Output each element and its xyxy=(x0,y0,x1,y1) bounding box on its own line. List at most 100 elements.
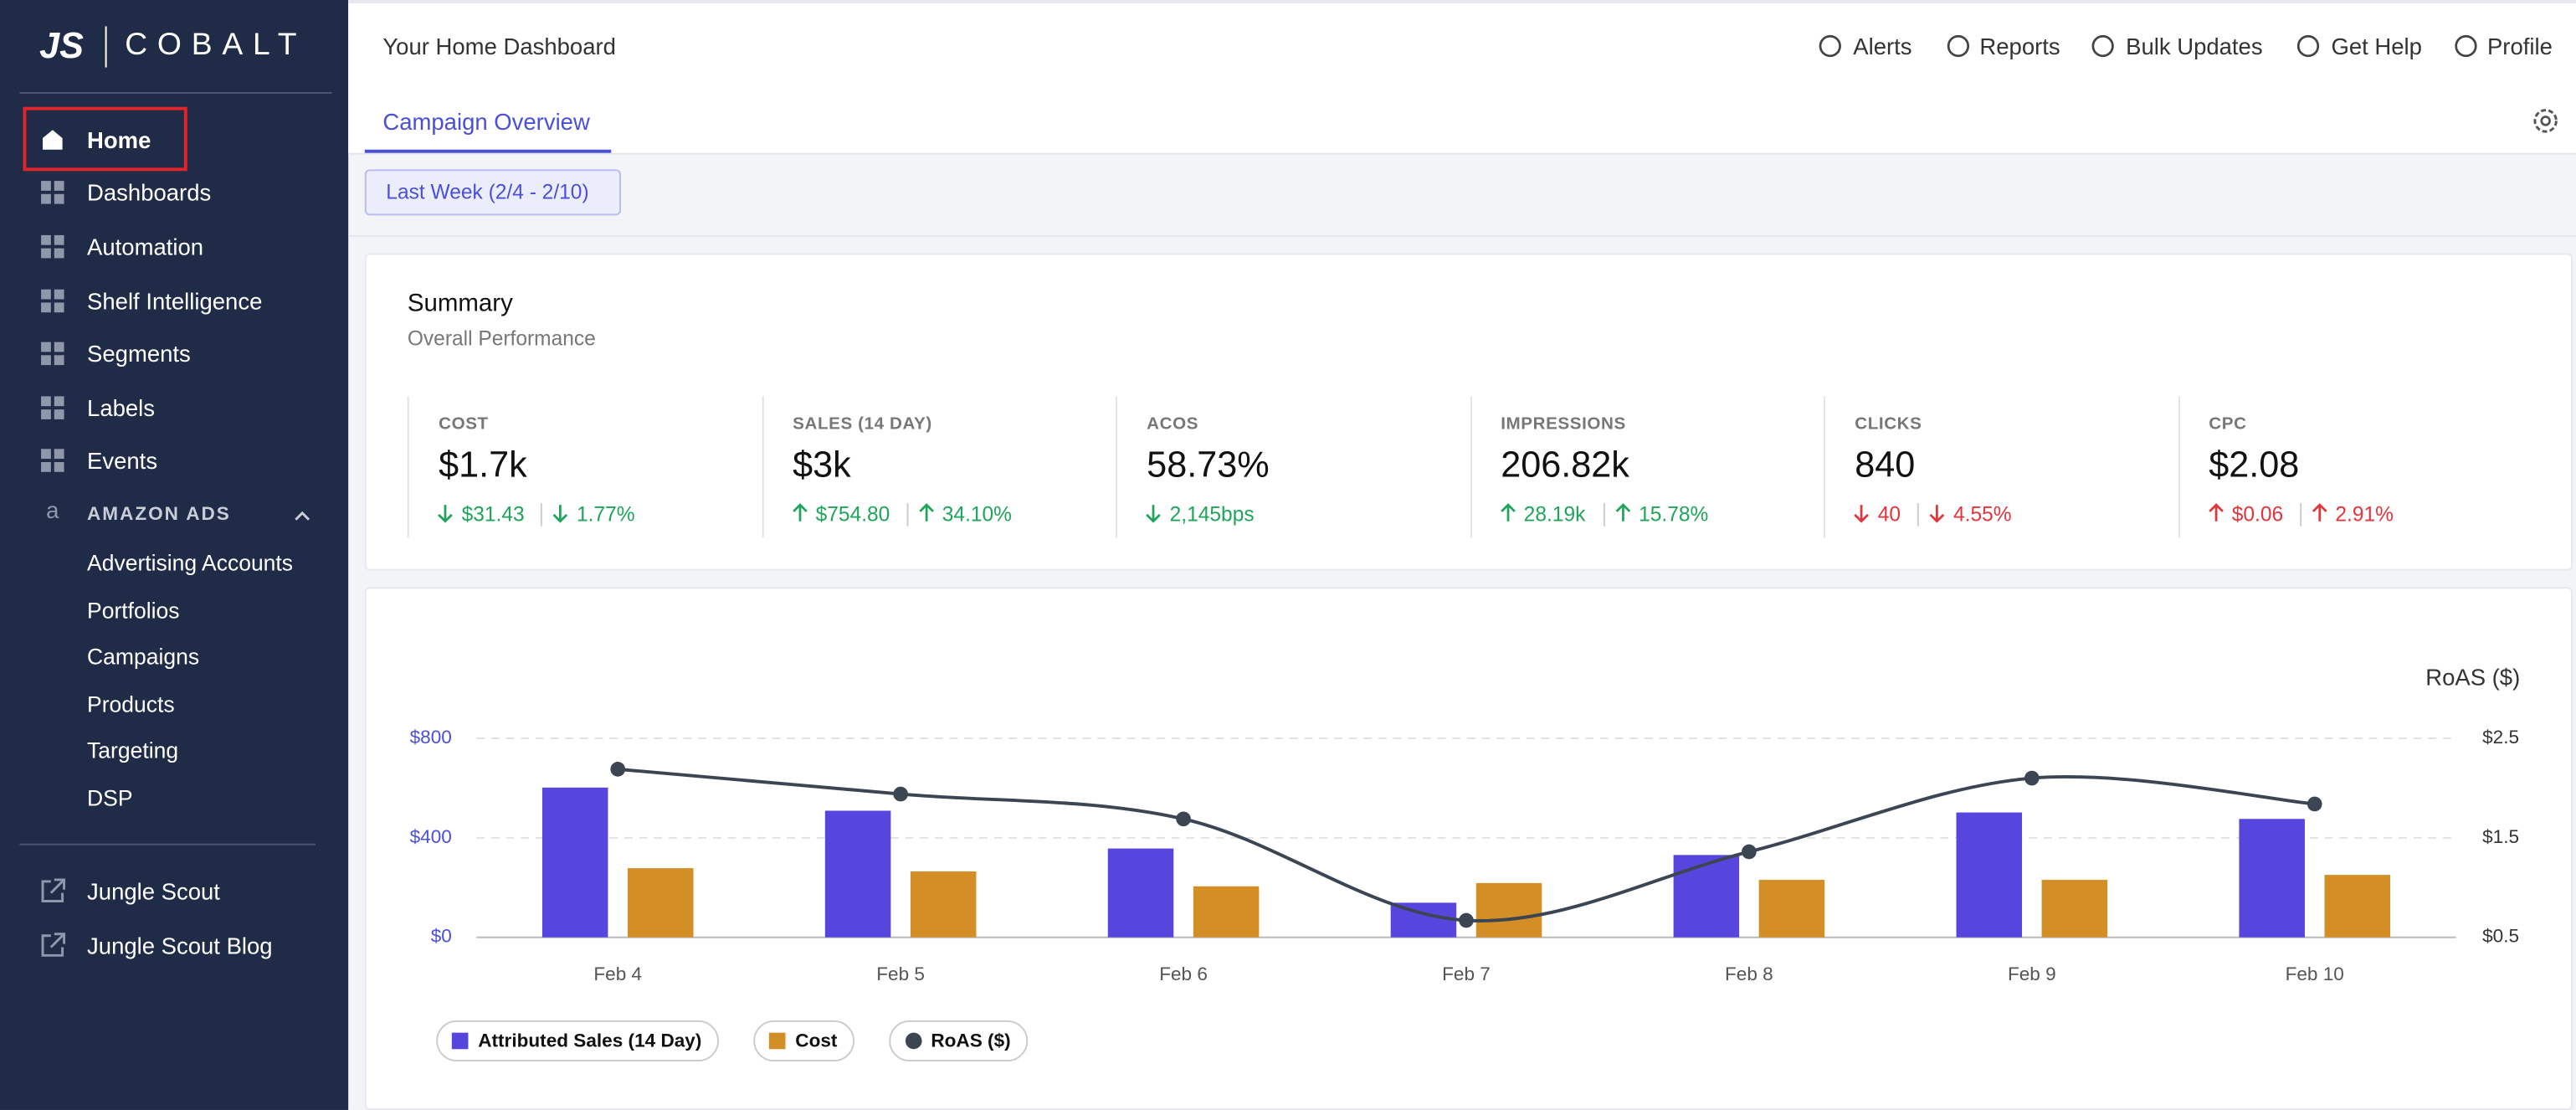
header-icon[interactable] xyxy=(1815,31,1845,60)
legend-label: RoAS ($) xyxy=(931,1030,1010,1051)
delta-arrow xyxy=(552,505,568,523)
sub-nav-item[interactable]: Campaigns xyxy=(87,645,200,670)
settings-icon[interactable] xyxy=(2532,107,2559,135)
metric-label: IMPRESSIONS xyxy=(1501,414,1626,434)
metric-delta: 15.78% xyxy=(1639,503,1709,527)
header-link[interactable]: Profile xyxy=(2486,33,2553,59)
metric-delta: 1.77% xyxy=(577,503,635,527)
header-icon[interactable] xyxy=(2293,31,2322,60)
x-tick-label: Feb 4 xyxy=(593,964,642,984)
tab[interactable]: Campaign Overview xyxy=(382,108,590,136)
delta-divider xyxy=(1602,503,1604,527)
summary-title: Summary xyxy=(407,289,513,318)
header-icon[interactable] xyxy=(1943,31,1973,60)
nav-icon xyxy=(41,342,64,366)
legend-label: Cost xyxy=(795,1030,838,1051)
delta-arrow xyxy=(1929,505,1945,523)
chart-card xyxy=(364,587,2573,1110)
metric-value: 840 xyxy=(1855,444,1916,486)
bar xyxy=(628,868,694,938)
metric-delta: 34.10% xyxy=(942,503,1013,527)
bar xyxy=(2239,819,2305,938)
sub-nav-item[interactable]: Portfolios xyxy=(87,599,180,624)
metric-label: CPC xyxy=(2209,414,2247,434)
metric-label: CLICKS xyxy=(1855,414,1922,434)
legend-pill[interactable] xyxy=(753,1020,855,1062)
line-point xyxy=(1742,844,1757,860)
delta-arrow xyxy=(918,503,933,522)
nav-item[interactable]: Events xyxy=(87,447,158,474)
nav-item[interactable]: Home xyxy=(87,126,151,153)
metric-value: $3k xyxy=(793,444,851,486)
x-tick-label: Feb 5 xyxy=(876,964,925,984)
date-filter[interactable]: Last Week (2/4 - 2/10) xyxy=(386,181,589,204)
legend-swatch xyxy=(768,1032,786,1050)
external-link[interactable]: Jungle Scout Blog xyxy=(87,932,273,959)
bar xyxy=(2041,880,2108,938)
line-point xyxy=(2307,796,2322,812)
sub-nav-item[interactable]: Advertising Accounts xyxy=(87,551,294,576)
bar xyxy=(910,871,977,938)
bar xyxy=(1673,855,1740,938)
sub-nav-item[interactable]: Targeting xyxy=(87,738,179,763)
y2-tick-label: $0.5 xyxy=(2482,926,2519,947)
sub-nav-item[interactable]: DSP xyxy=(87,785,133,811)
metric-divider xyxy=(407,396,409,538)
bar xyxy=(1956,812,2023,938)
y-tick-label: $800 xyxy=(410,727,452,748)
delta-divider xyxy=(906,503,908,527)
header-link[interactable]: Get Help xyxy=(2331,33,2422,59)
line-point xyxy=(610,762,626,777)
metric-delta: 2,145bps xyxy=(1169,503,1255,527)
legend-swatch xyxy=(905,1032,922,1050)
header-link[interactable]: Bulk Updates xyxy=(2126,33,2263,59)
tab-underline xyxy=(364,149,612,153)
legend-pill[interactable] xyxy=(889,1020,1029,1062)
delta-arrow xyxy=(1146,505,1161,523)
metric-divider xyxy=(2177,396,2179,538)
nav-item[interactable]: Dashboards xyxy=(87,179,212,206)
sub-nav-item[interactable]: Products xyxy=(87,692,175,717)
summary-subtitle: Overall Performance xyxy=(407,326,596,351)
date-filter-button[interactable] xyxy=(364,169,622,216)
header-icon[interactable] xyxy=(2451,31,2481,60)
y2-tick-label: $1.5 xyxy=(2482,826,2519,847)
delta-arrow xyxy=(1854,505,1869,523)
logo-divider xyxy=(105,26,107,68)
nav-section[interactable]: AMAZON ADS xyxy=(87,505,231,525)
nav-item[interactable]: Automation xyxy=(87,233,204,260)
chevron-icon[interactable] xyxy=(288,501,317,531)
metric-divider xyxy=(1469,396,1471,538)
legend-swatch xyxy=(451,1032,469,1050)
nav-item[interactable]: Segments xyxy=(87,340,191,367)
bar xyxy=(1107,848,1174,938)
metric-label: ACOS xyxy=(1147,414,1199,434)
metric-divider xyxy=(761,396,763,538)
nav-item[interactable]: Labels xyxy=(87,394,156,421)
delta-arrow xyxy=(792,503,807,522)
nav-icon xyxy=(41,449,64,472)
metric-delta: $0.06 xyxy=(2231,503,2284,527)
metric-delta: $754.80 xyxy=(815,503,890,527)
nav-item[interactable]: Shelf Intelligence xyxy=(87,287,263,315)
x-tick-label: Feb 9 xyxy=(2008,964,2056,984)
bar xyxy=(1758,880,1825,938)
header-link[interactable]: Alerts xyxy=(1853,33,1912,59)
nav-icon xyxy=(41,396,64,419)
y2-axis-label: RoAS ($) xyxy=(2425,665,2520,691)
metric-value: 206.82k xyxy=(1501,444,1629,486)
delta-divider xyxy=(1917,503,1919,527)
delta-arrow xyxy=(2311,503,2327,522)
external-link[interactable]: Jungle Scout xyxy=(87,877,220,905)
bar xyxy=(824,810,891,938)
bar xyxy=(1475,882,1542,938)
page-title: Your Home Dashboard xyxy=(382,33,616,59)
metric-delta: $31.43 xyxy=(461,503,525,527)
header-icon[interactable] xyxy=(2088,31,2117,60)
logo: JS xyxy=(39,24,84,66)
header-link[interactable]: Reports xyxy=(1979,33,2060,59)
legend-pill[interactable] xyxy=(436,1020,719,1062)
